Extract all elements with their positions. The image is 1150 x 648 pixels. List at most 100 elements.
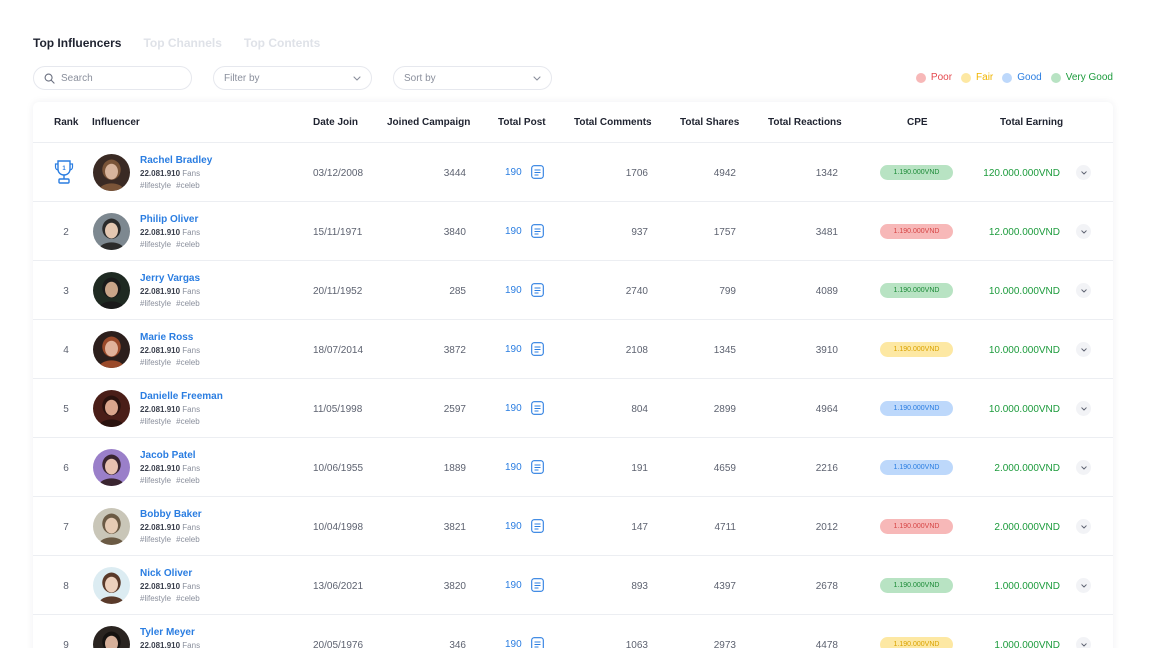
avatar[interactable] [93, 626, 130, 648]
expand-row-button[interactable] [1076, 342, 1091, 357]
column-header-influencer[interactable]: Influencer [92, 117, 140, 128]
hashtag[interactable]: #celeb [176, 240, 200, 249]
column-header-total-earning[interactable]: Total Earning [1000, 117, 1064, 128]
hashtag[interactable]: #celeb [176, 476, 200, 485]
sort-dropdown[interactable]: Sort by [393, 66, 552, 90]
column-header-date-join[interactable]: Date Join [313, 117, 359, 128]
influencer-name-link[interactable]: Tyler Meyer [140, 627, 195, 638]
total-post-link[interactable]: 190 [505, 401, 544, 415]
hashtag[interactable]: #lifestyle [140, 417, 172, 426]
total-post-link[interactable]: 190 [505, 460, 544, 474]
hashtag[interactable]: #lifestyle [140, 299, 172, 308]
hashtag[interactable]: #lifestyle [140, 181, 172, 190]
post-list-icon[interactable] [530, 519, 544, 533]
total-shares-value: 1345 [713, 345, 736, 356]
avatar[interactable] [93, 213, 130, 250]
column-header-cpe[interactable]: CPE [907, 117, 928, 128]
total-post-link[interactable]: 190 [505, 637, 544, 648]
table-row[interactable]: 5 Danielle Freeman 22.081.910 Fans #lifesty… [33, 379, 1113, 438]
column-header-rank[interactable]: Rank [54, 117, 79, 128]
tab-top-channels[interactable]: Top Channels [143, 36, 222, 50]
total-post-value: 190 [505, 520, 522, 532]
total-post-link[interactable]: 190 [505, 165, 544, 179]
date-join-value: 18/07/2014 [313, 345, 364, 356]
rank-value: 7 [63, 522, 69, 533]
total-post-link[interactable]: 190 [505, 519, 544, 533]
expand-row-button[interactable] [1076, 460, 1091, 475]
tab-top-contents[interactable]: Top Contents [243, 36, 321, 50]
column-header-total-comments[interactable]: Total Comments [574, 117, 652, 128]
influencer-name-link[interactable]: Bobby Baker [140, 509, 202, 520]
table-header: Rank Influencer Date Join Joined Campaig… [33, 102, 1113, 143]
hashtag[interactable]: #celeb [176, 181, 200, 190]
total-post-link[interactable]: 190 [505, 578, 544, 592]
total-reactions-value: 4964 [815, 404, 838, 415]
avatar[interactable] [93, 154, 130, 191]
post-list-icon[interactable] [530, 460, 544, 474]
expand-row-button[interactable] [1076, 519, 1091, 534]
avatar[interactable] [93, 449, 130, 486]
table-row[interactable]: 7 Bobby Baker 22.081.910 Fans #lifestyle #ce… [33, 497, 1113, 556]
post-list-icon[interactable] [530, 401, 544, 415]
influencer-name-link[interactable]: Jerry Vargas [140, 273, 201, 284]
post-list-icon[interactable] [530, 165, 544, 179]
table-row[interactable]: 2 Philip Oliver 22.081.910 Fans #lifestyle #… [33, 202, 1113, 261]
hashtag[interactable]: #celeb [176, 299, 200, 308]
influencer-name-link[interactable]: Marie Ross [140, 332, 194, 343]
influencer-name-link[interactable]: Nick Oliver [140, 568, 193, 579]
joined-campaign-value: 2597 [443, 404, 466, 415]
avatar[interactable] [93, 272, 130, 309]
hashtag[interactable]: #celeb [176, 417, 200, 426]
hashtag[interactable]: #celeb [176, 535, 200, 544]
expand-row-button[interactable] [1076, 165, 1091, 180]
column-header-total-reactions[interactable]: Total Reactions [768, 117, 842, 128]
table-row[interactable]: 8 Nick Oliver 22.081.910 Fans #lifestyle #ce… [33, 556, 1113, 615]
filter-dropdown[interactable]: Filter by [213, 66, 372, 90]
rank-value: 4 [63, 345, 69, 356]
hashtag[interactable]: #lifestyle [140, 535, 172, 544]
post-list-icon[interactable] [530, 578, 544, 592]
expand-row-button[interactable] [1076, 283, 1091, 298]
total-post-link[interactable]: 190 [505, 224, 544, 238]
avatar[interactable] [93, 331, 130, 368]
influencer-name-link[interactable]: Danielle Freeman [140, 391, 223, 402]
table-row[interactable]: 6 Jacob Patel 22.081.910 Fans #lifestyle #ce… [33, 438, 1113, 497]
post-list-icon[interactable] [530, 224, 544, 238]
expand-row-button[interactable] [1076, 637, 1091, 648]
post-list-icon[interactable] [530, 342, 544, 356]
influencer-name-link[interactable]: Philip Oliver [140, 214, 199, 225]
date-join-value: 10/06/1955 [313, 463, 364, 474]
avatar[interactable] [93, 508, 130, 545]
hashtag[interactable]: #celeb [176, 594, 200, 603]
total-post-link[interactable]: 190 [505, 283, 544, 297]
avatar[interactable] [93, 567, 130, 604]
post-list-icon[interactable] [530, 637, 544, 648]
column-header-joined-campaign[interactable]: Joined Campaign [387, 117, 471, 128]
hashtag[interactable]: #lifestyle [140, 240, 172, 249]
table-row[interactable]: 1 Rachel Bradley 22.081.910 Fans #lifestyle… [33, 143, 1113, 202]
rank-value: 8 [63, 581, 69, 592]
search-box[interactable] [33, 66, 192, 90]
total-post-link[interactable]: 190 [505, 342, 544, 356]
hashtag[interactable]: #lifestyle [140, 358, 172, 367]
table-row[interactable]: 3 Jerry Vargas 22.081.910 Fans #lifestyle #c… [33, 261, 1113, 320]
post-list-icon[interactable] [530, 283, 544, 297]
search-input[interactable] [61, 72, 171, 84]
hashtag[interactable]: #lifestyle [140, 476, 172, 485]
tab-top-influencers[interactable]: Top Influencers [33, 36, 122, 50]
total-post-value: 190 [505, 166, 522, 178]
column-header-total-post[interactable]: Total Post [498, 117, 546, 128]
influencer-name-link[interactable]: Rachel Bradley [140, 155, 213, 166]
expand-row-button[interactable] [1076, 401, 1091, 416]
influencer-name-link[interactable]: Jacob Patel [140, 450, 196, 461]
expand-row-button[interactable] [1076, 578, 1091, 593]
expand-row-button[interactable] [1076, 224, 1091, 239]
avatar[interactable] [93, 390, 130, 427]
column-header-total-shares[interactable]: Total Shares [680, 117, 740, 128]
hashtag[interactable]: #lifestyle [140, 594, 172, 603]
table-row[interactable]: 4 Marie Ross 22.081.910 Fans #lifestyle #cel… [33, 320, 1113, 379]
hashtag[interactable]: #celeb [176, 358, 200, 367]
fans-label: Fans [182, 169, 201, 178]
cpe-badge: 1.190.000VND [880, 224, 953, 239]
